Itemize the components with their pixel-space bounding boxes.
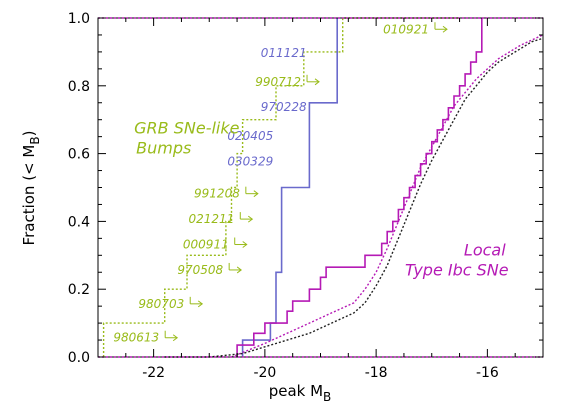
- x-tick-label: -16: [476, 365, 499, 381]
- grb-label-010921: 010921: [383, 22, 429, 36]
- annotation-1: Local Type Ibc SNe: [405, 240, 509, 279]
- y-tick-label: 0.2: [68, 282, 90, 298]
- grb-label-030329: 030329: [227, 154, 273, 168]
- grb-label-020405: 020405: [227, 129, 273, 143]
- grb-arrow-head: [247, 215, 254, 223]
- chart-labels: 980613 980703 970508 000911 021211 991208 0303…: [113, 22, 509, 345]
- grb-label-990712: 990712: [255, 75, 301, 89]
- grb-label-021211: 021211: [188, 212, 234, 226]
- y-tick-label: 0.0: [68, 350, 90, 366]
- grb-label-000911: 000911: [183, 238, 229, 252]
- y-axis-label: Fraction (< MB): [20, 131, 42, 246]
- series-line-reference-dotted: [164, 37, 544, 358]
- y-tick-label: 0.6: [68, 147, 90, 163]
- grb-label-011121: 011121: [261, 46, 307, 60]
- grb-label-980613: 980613: [113, 331, 159, 345]
- grb-arrow-head: [236, 266, 242, 274]
- x-tick-label: -20: [253, 365, 276, 381]
- annotation-0: GRB SNe-like Bumps: [134, 118, 239, 157]
- grb-arrow-head: [253, 190, 259, 198]
- grb-label-980703: 980703: [138, 297, 184, 311]
- grb-arrow-head: [242, 241, 248, 248]
- grb-arrow-head: [197, 300, 204, 308]
- grb-label-970508: 970508: [177, 263, 223, 277]
- grb-arrow-head: [314, 78, 320, 86]
- grb-arrow-head: [172, 334, 179, 342]
- x-axis-label: peak MB: [269, 382, 332, 404]
- grb-label-991208: 991208: [194, 187, 240, 201]
- x-tick-label: -22: [142, 365, 165, 381]
- grb-label-970228: 970228: [261, 100, 307, 114]
- series-line-local-dotted: [231, 34, 544, 358]
- grb-arrow-head: [442, 25, 448, 33]
- x-tick-label: -18: [365, 365, 388, 381]
- plot-area: [102, 17, 544, 358]
- y-tick-label: 1.0: [68, 11, 90, 27]
- series-line-grb_sne-solid-step: [241, 18, 339, 357]
- axes: -22 -20 -18 -16 0.0 0.2 0.4 0.6 0.8 1.0: [68, 11, 544, 381]
- series-line-grb_bumps-dotted-step: [102, 17, 460, 357]
- y-tick-label: 0.8: [68, 79, 90, 95]
- y-tick-label: 0.4: [68, 214, 90, 230]
- series-line-local-solid-step: [236, 18, 483, 357]
